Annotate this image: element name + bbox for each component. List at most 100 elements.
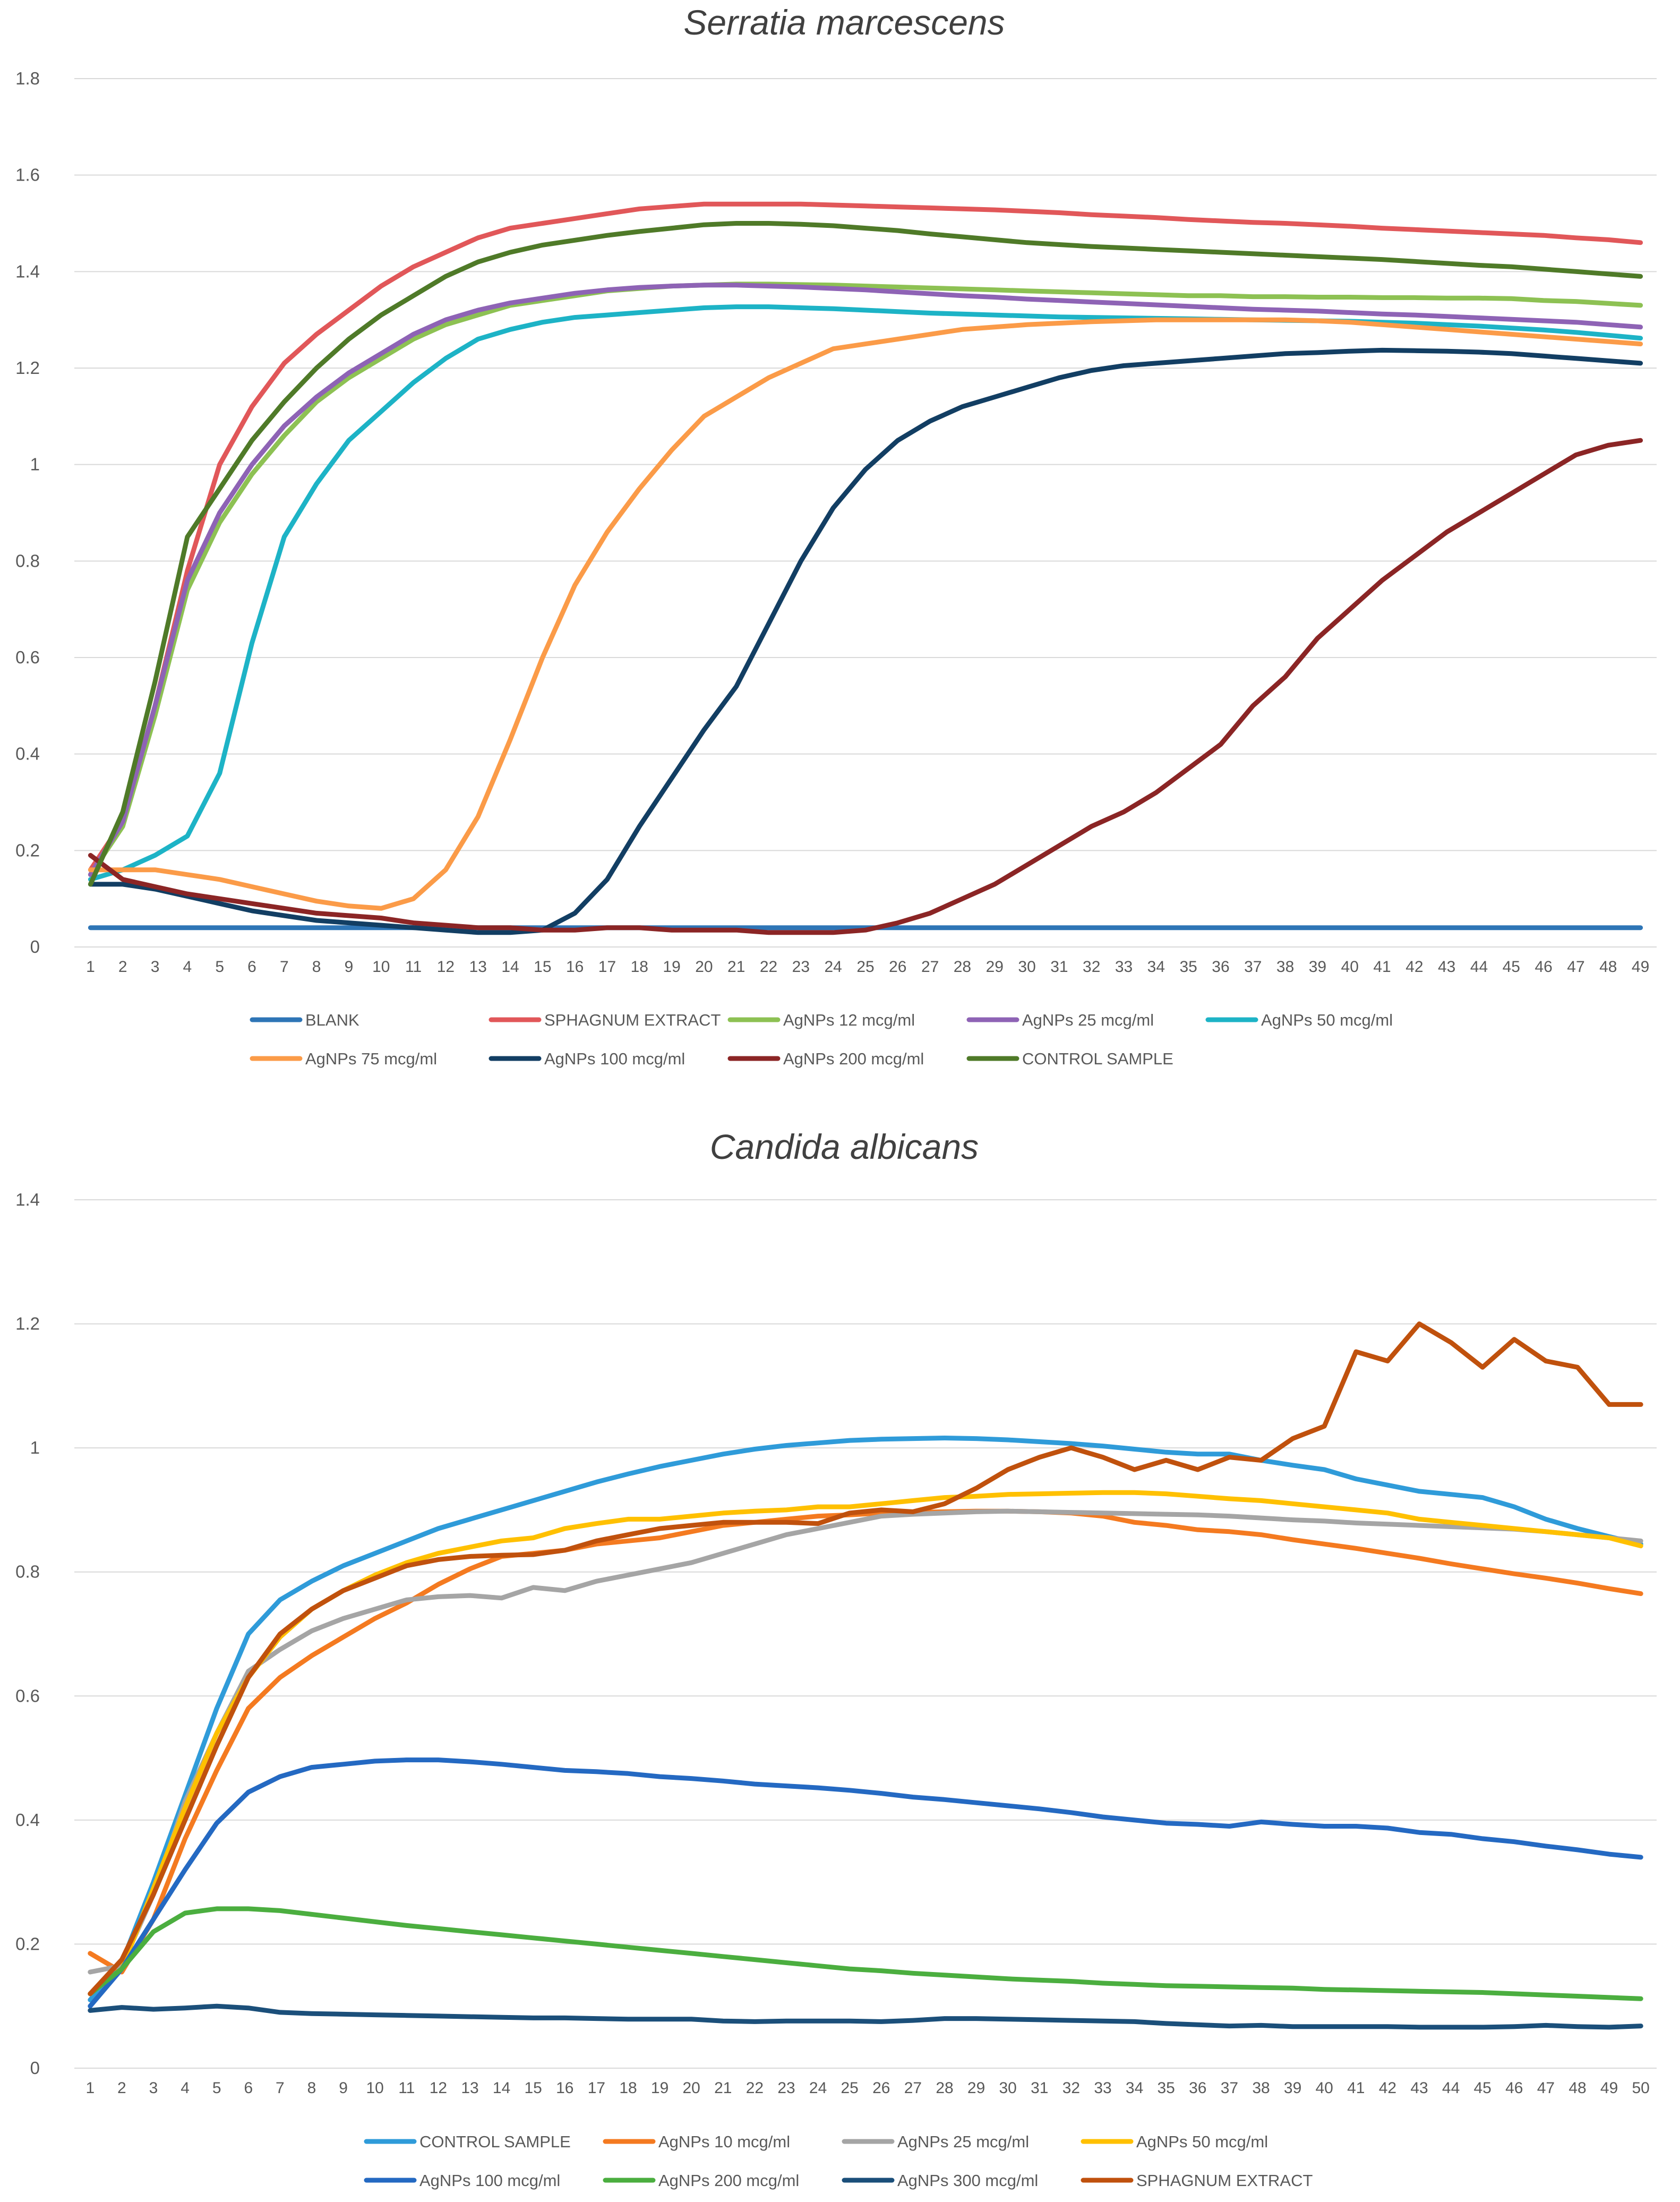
x-tick-label: 39 bbox=[1309, 958, 1326, 976]
x-tick-label: 8 bbox=[312, 958, 321, 976]
x-tick-label: 11 bbox=[405, 958, 422, 976]
x-tick-label: 13 bbox=[461, 2079, 478, 2097]
legend-item-agnps-200-mcg-ml: AgNPs 200 mcg/ml bbox=[603, 2171, 799, 2190]
x-tick-label: 21 bbox=[714, 2079, 732, 2097]
x-tick-label: 46 bbox=[1535, 958, 1552, 976]
chart-title: Candida albicans bbox=[710, 1127, 979, 1166]
legend-item-agnps-50-mcg-ml: AgNPs 50 mcg/ml bbox=[1081, 2132, 1268, 2151]
x-tick-label: 28 bbox=[954, 958, 971, 976]
legend-label: AgNPs 50 mcg/ml bbox=[1261, 1011, 1393, 1029]
x-tick-label: 20 bbox=[683, 2079, 700, 2097]
x-tick-label: 19 bbox=[663, 958, 680, 976]
x-tick-label: 49 bbox=[1632, 958, 1649, 976]
x-tick-label: 43 bbox=[1410, 2079, 1428, 2097]
x-tick-label: 25 bbox=[841, 2079, 859, 2097]
x-tick-label: 6 bbox=[247, 958, 256, 976]
y-tick-label: 0 bbox=[30, 2058, 40, 2078]
x-tick-label: 39 bbox=[1284, 2079, 1301, 2097]
x-tick-label: 5 bbox=[215, 958, 224, 976]
x-tick-label: 24 bbox=[824, 958, 842, 976]
x-tick-label: 29 bbox=[967, 2079, 985, 2097]
x-tick-label: 13 bbox=[469, 958, 487, 976]
x-tick-label: 4 bbox=[181, 2079, 190, 2097]
series-lines bbox=[88, 1321, 1643, 2030]
series-line-agnps-100-mcg-ml bbox=[88, 1757, 1643, 2009]
x-tick-label: 34 bbox=[1126, 2079, 1143, 2097]
legend-label: AgNPs 10 mcg/ml bbox=[658, 2132, 790, 2151]
legend-item-agnps-12-mcg-ml: AgNPs 12 mcg/ml bbox=[727, 1011, 915, 1029]
x-tick-label: 26 bbox=[889, 958, 906, 976]
legend-item-agnps-75-mcg-ml: AgNPs 75 mcg/ml bbox=[250, 1049, 437, 1068]
x-tick-label: 40 bbox=[1316, 2079, 1333, 2097]
x-tick-label: 7 bbox=[280, 958, 289, 976]
x-tick-label: 12 bbox=[430, 2079, 447, 2097]
legend-label: SPHAGNUM EXTRACT bbox=[1136, 2171, 1313, 2190]
x-tick-label: 50 bbox=[1632, 2079, 1650, 2097]
x-tick-label: 37 bbox=[1244, 958, 1262, 976]
x-tick-label: 19 bbox=[651, 2079, 668, 2097]
y-axis-ticks: 0 0.2 0.4 0.6 0.8 1 1.2 1.4 bbox=[15, 1190, 40, 2078]
legend-label: AgNPs 300 mcg/ml bbox=[897, 2171, 1038, 2190]
legend-label: AgNPs 12 mcg/ml bbox=[783, 1011, 915, 1029]
legend-label: AgNPs 25 mcg/ml bbox=[897, 2132, 1029, 2151]
y-tick-label: 0 bbox=[30, 937, 40, 957]
series-line-agnps-12-mcg-ml bbox=[88, 281, 1643, 877]
x-tick-label: 35 bbox=[1158, 2079, 1175, 2097]
x-tick-label: 33 bbox=[1115, 958, 1133, 976]
legend-item-agnps-100-mcg-ml: AgNPs 100 mcg/ml bbox=[364, 2171, 560, 2190]
legend-label: AgNPs 200 mcg/ml bbox=[783, 1049, 924, 1068]
legend-label: AgNPs 200 mcg/ml bbox=[658, 2171, 799, 2190]
x-tick-label: 40 bbox=[1341, 958, 1359, 976]
y-tick-label: 0.8 bbox=[15, 551, 40, 570]
x-tick-label: 14 bbox=[493, 2079, 510, 2097]
y-tick-label: 1.4 bbox=[15, 261, 40, 281]
x-tick-label: 44 bbox=[1470, 958, 1488, 976]
series-line-agnps-200-mcg-ml bbox=[88, 1906, 1643, 2001]
x-tick-label: 20 bbox=[695, 958, 713, 976]
legend-label: AgNPs 75 mcg/ml bbox=[305, 1049, 437, 1068]
x-tick-label: 49 bbox=[1600, 2079, 1618, 2097]
series-line-agnps-50-mcg-ml bbox=[88, 304, 1643, 882]
x-tick-label: 8 bbox=[307, 2079, 316, 2097]
y-axis-ticks: 0 0.2 0.4 0.6 0.8 1 1.2 1.4 1.6 1.8 bbox=[15, 69, 40, 957]
y-tick-label: 0.4 bbox=[15, 1810, 40, 1830]
legend-label: BLANK bbox=[305, 1011, 359, 1029]
legend-item-control-sample: CONTROL SAMPLE bbox=[364, 2132, 571, 2151]
x-tick-label: 10 bbox=[372, 958, 390, 976]
x-tick-label: 31 bbox=[1050, 958, 1068, 976]
legend-item-sphagnum-extract: SPHAGNUM EXTRACT bbox=[1081, 2171, 1313, 2190]
x-tick-label: 9 bbox=[339, 2079, 348, 2097]
legend-item-agnps-200-mcg-ml: AgNPs 200 mcg/ml bbox=[727, 1049, 924, 1068]
series-line-control-sample bbox=[88, 221, 1643, 887]
x-tick-label: 6 bbox=[244, 2079, 253, 2097]
y-tick-label: 0.6 bbox=[15, 1686, 40, 1705]
x-tick-label: 3 bbox=[149, 2079, 158, 2097]
series-line-sphagnum-extract bbox=[88, 201, 1643, 873]
x-tick-label: 29 bbox=[986, 958, 1004, 976]
legend: CONTROL SAMPLE AgNPs 10 mcg/ml AgNPs 25 mc… bbox=[364, 2132, 1313, 2190]
x-tick-label: 18 bbox=[631, 958, 648, 976]
x-tick-label: 11 bbox=[398, 2079, 415, 2097]
x-tick-label: 27 bbox=[904, 2079, 922, 2097]
x-tick-label: 36 bbox=[1212, 958, 1229, 976]
y-tick-label: 1.8 bbox=[15, 69, 40, 88]
legend-item-agnps-25-mcg-ml: AgNPs 25 mcg/ml bbox=[966, 1011, 1154, 1029]
legend-item-agnps-10-mcg-ml: AgNPs 10 mcg/ml bbox=[603, 2132, 790, 2151]
x-tick-label: 37 bbox=[1221, 2079, 1238, 2097]
x-tick-label: 46 bbox=[1505, 2079, 1523, 2097]
legend: BLANK SPHAGNUM EXTRACT AgNPs 12 mcg/ml AgNP… bbox=[250, 1011, 1393, 1068]
legend-label: AgNPs 25 mcg/ml bbox=[1022, 1011, 1154, 1029]
x-tick-label: 1 bbox=[86, 958, 95, 976]
y-tick-label: 0.6 bbox=[15, 647, 40, 667]
y-tick-label: 1.4 bbox=[15, 1190, 40, 1209]
x-tick-label: 30 bbox=[999, 2079, 1017, 2097]
x-tick-label: 27 bbox=[921, 958, 939, 976]
series-line-agnps-75-mcg-ml bbox=[88, 317, 1643, 911]
x-tick-label: 42 bbox=[1405, 958, 1423, 976]
x-tick-label: 43 bbox=[1438, 958, 1455, 976]
series-lines bbox=[88, 201, 1643, 935]
x-tick-label: 47 bbox=[1537, 2079, 1555, 2097]
x-tick-label: 44 bbox=[1442, 2079, 1460, 2097]
x-tick-label: 2 bbox=[118, 958, 127, 976]
